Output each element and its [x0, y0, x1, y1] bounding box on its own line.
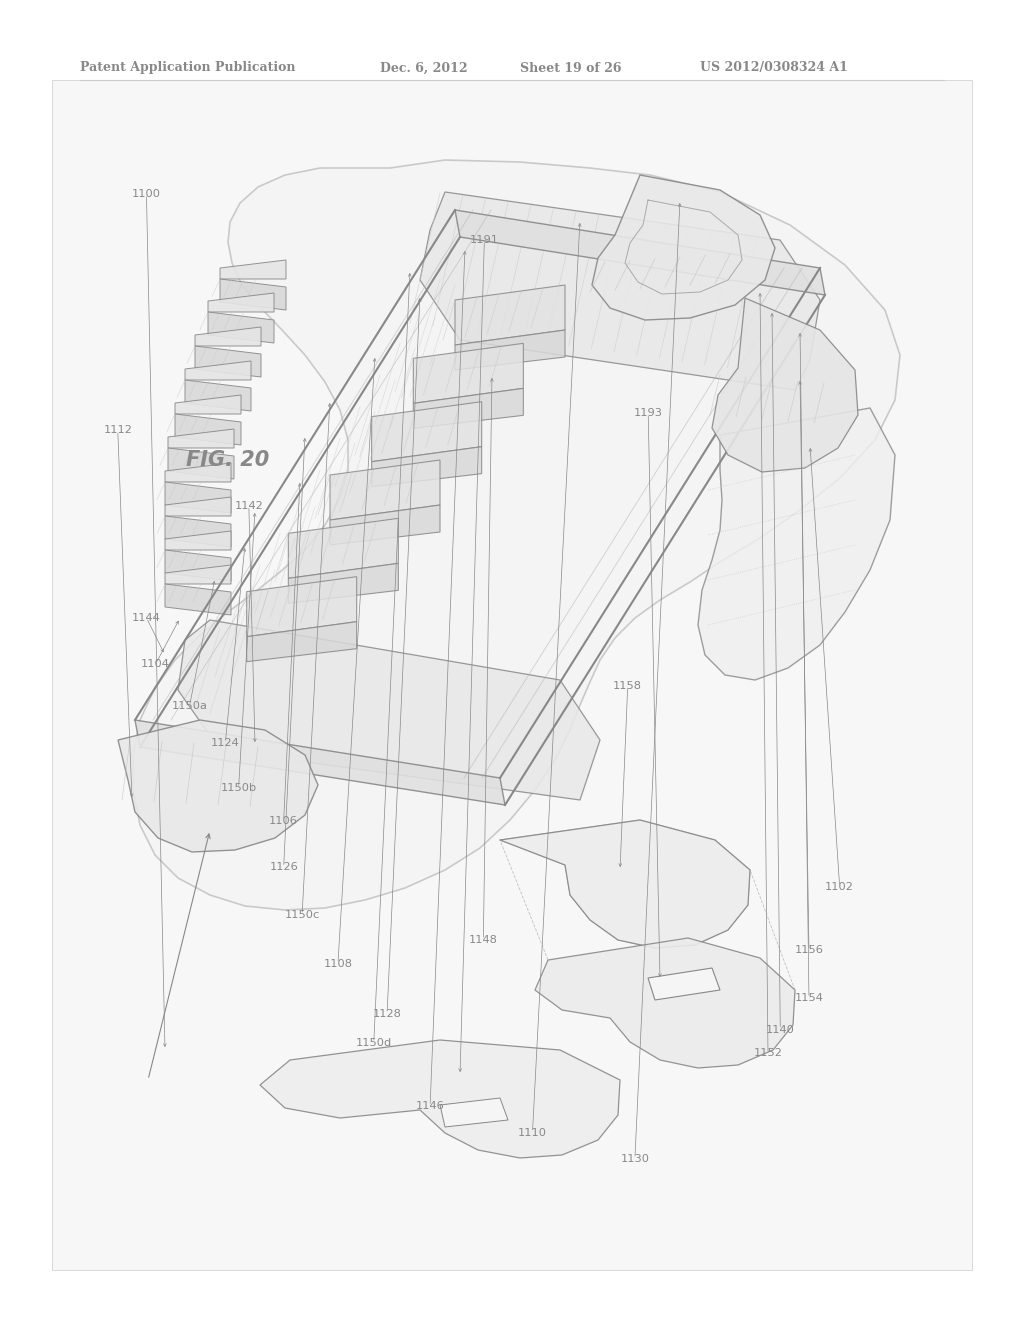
- Text: 1146: 1146: [416, 1101, 444, 1111]
- Polygon shape: [289, 519, 398, 578]
- Polygon shape: [414, 388, 523, 428]
- Polygon shape: [592, 176, 775, 319]
- Polygon shape: [175, 414, 241, 445]
- Polygon shape: [195, 327, 261, 346]
- FancyBboxPatch shape: [52, 81, 972, 1270]
- Polygon shape: [178, 620, 600, 800]
- Polygon shape: [165, 550, 231, 581]
- Text: 1140: 1140: [766, 1024, 795, 1035]
- Text: 1142: 1142: [234, 500, 263, 511]
- Text: 1150d: 1150d: [355, 1038, 392, 1048]
- Polygon shape: [330, 459, 440, 520]
- Polygon shape: [330, 506, 440, 545]
- Polygon shape: [175, 395, 241, 414]
- Polygon shape: [455, 330, 565, 370]
- Polygon shape: [247, 577, 356, 636]
- Polygon shape: [133, 160, 900, 909]
- Text: FIG. 20: FIG. 20: [186, 450, 269, 470]
- Polygon shape: [165, 498, 231, 516]
- Polygon shape: [455, 210, 825, 294]
- Text: Patent Application Publication: Patent Application Publication: [80, 62, 296, 74]
- Polygon shape: [372, 401, 481, 462]
- Polygon shape: [648, 968, 720, 1001]
- Polygon shape: [455, 285, 565, 345]
- Polygon shape: [220, 279, 286, 310]
- Polygon shape: [118, 719, 318, 851]
- Text: 1100: 1100: [132, 189, 161, 199]
- Polygon shape: [165, 463, 231, 482]
- Text: 1150b: 1150b: [220, 783, 257, 793]
- Polygon shape: [500, 820, 750, 948]
- Polygon shape: [420, 191, 820, 389]
- Text: 1130: 1130: [621, 1154, 649, 1164]
- Text: 1156: 1156: [795, 945, 823, 956]
- Polygon shape: [165, 565, 231, 583]
- Polygon shape: [220, 260, 286, 279]
- Text: 1152: 1152: [754, 1048, 782, 1059]
- Text: 1106: 1106: [269, 816, 298, 826]
- Polygon shape: [185, 380, 251, 411]
- Polygon shape: [289, 564, 398, 603]
- Text: 1148: 1148: [469, 935, 498, 945]
- Text: 1126: 1126: [269, 862, 298, 873]
- Text: 1193: 1193: [634, 408, 663, 418]
- Text: 1144: 1144: [132, 612, 161, 623]
- Text: 1150c: 1150c: [285, 909, 319, 920]
- Text: 1110: 1110: [518, 1127, 547, 1138]
- Polygon shape: [165, 583, 231, 615]
- Text: 1128: 1128: [373, 1008, 401, 1019]
- Text: 1112: 1112: [103, 425, 132, 436]
- Polygon shape: [165, 482, 231, 513]
- Polygon shape: [208, 293, 274, 312]
- Polygon shape: [135, 719, 505, 805]
- Polygon shape: [712, 298, 858, 473]
- Text: 1191: 1191: [470, 235, 499, 246]
- Polygon shape: [165, 531, 231, 550]
- Polygon shape: [414, 343, 523, 404]
- Polygon shape: [195, 346, 261, 378]
- Text: Dec. 6, 2012: Dec. 6, 2012: [380, 62, 468, 74]
- Polygon shape: [260, 1040, 620, 1158]
- Polygon shape: [440, 1098, 508, 1127]
- Text: 1124: 1124: [211, 738, 240, 748]
- Polygon shape: [168, 447, 234, 479]
- Text: 1150a: 1150a: [171, 701, 208, 711]
- Text: 1102: 1102: [825, 882, 854, 892]
- Text: US 2012/0308324 A1: US 2012/0308324 A1: [700, 62, 848, 74]
- Polygon shape: [165, 516, 231, 546]
- Text: 1104: 1104: [141, 659, 170, 669]
- Polygon shape: [185, 360, 251, 380]
- Polygon shape: [698, 408, 895, 680]
- Polygon shape: [372, 446, 481, 487]
- Polygon shape: [168, 429, 234, 447]
- Text: 1158: 1158: [613, 681, 642, 692]
- Text: Sheet 19 of 26: Sheet 19 of 26: [520, 62, 622, 74]
- Polygon shape: [247, 622, 356, 661]
- Text: 1154: 1154: [795, 993, 823, 1003]
- Polygon shape: [208, 312, 274, 343]
- Text: 1108: 1108: [324, 958, 352, 969]
- Polygon shape: [535, 939, 795, 1068]
